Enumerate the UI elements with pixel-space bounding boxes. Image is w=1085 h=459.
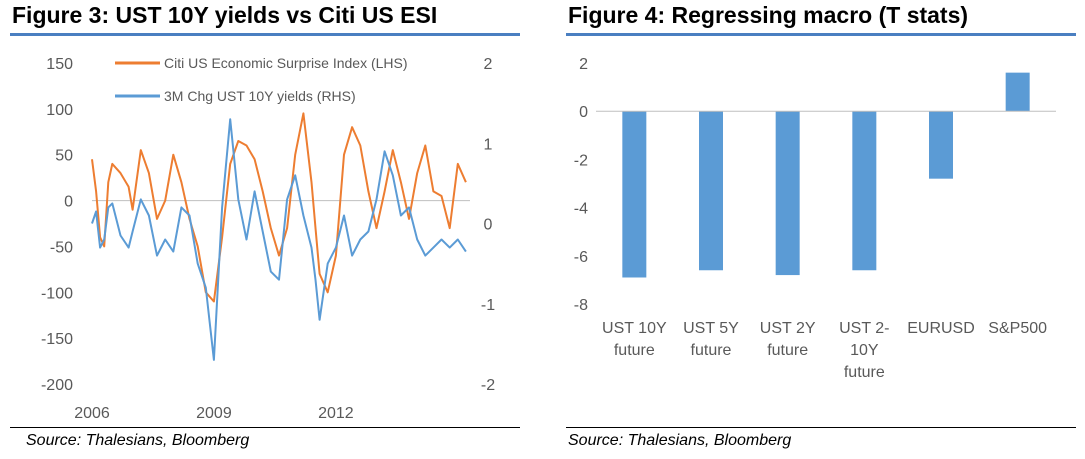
legend-label-yields: 3M Chg UST 10Y yields (RHS) bbox=[164, 88, 356, 104]
y-tick-label: -4 bbox=[574, 201, 588, 218]
x-category-label: EURUSD bbox=[907, 320, 975, 337]
figure-3-source: Source: Thalesians, Bloomberg bbox=[26, 432, 250, 449]
y-left-tick-label: -50 bbox=[50, 239, 73, 256]
y-left-tick-label: -100 bbox=[41, 285, 73, 302]
x-category-label-line: future bbox=[844, 364, 885, 381]
x-category-label: S&P500 bbox=[988, 320, 1047, 337]
y-left-tick-label: 0 bbox=[64, 194, 73, 211]
bar bbox=[622, 111, 647, 278]
y-right-tick-label: 0 bbox=[484, 217, 493, 234]
figure-3-title-rule bbox=[10, 33, 520, 36]
x-tick-label: 2006 bbox=[74, 405, 110, 422]
y-right-tick-label: 2 bbox=[484, 56, 493, 73]
esi-series-line bbox=[91, 112, 467, 303]
x-category-label: UST 2Y future bbox=[760, 320, 816, 359]
bar bbox=[929, 111, 953, 179]
figure-3-panel: Figure 3: UST 10Y yields vs Citi US ESI … bbox=[0, 0, 530, 459]
y-left-tick-label: -200 bbox=[41, 377, 73, 394]
figure-3-title: Figure 3: UST 10Y yields vs Citi US ESI bbox=[12, 2, 438, 28]
figure-4-title: Figure 4: Regressing macro (T stats) bbox=[568, 2, 969, 28]
x-category-label: UST 5Y future bbox=[683, 320, 739, 359]
x-category-label-line: future bbox=[691, 342, 732, 359]
figure-3-source-rule bbox=[10, 427, 520, 428]
y-right-tick-label: -2 bbox=[481, 377, 495, 394]
yields-series-line bbox=[91, 118, 467, 361]
x-category-label-line: S&P500 bbox=[988, 320, 1047, 337]
x-tick-label: 2012 bbox=[318, 405, 354, 422]
y-right-tick-label: 1 bbox=[484, 136, 493, 153]
line-chart: 150 100 50 0 -50 -100 -150 -200 2 1 0 -1 -2 2006 2009 2… bbox=[41, 55, 495, 422]
y-left-tick-label: 100 bbox=[46, 102, 73, 119]
figure-4-source-rule bbox=[566, 427, 1076, 428]
figure-4-panel: Figure 4: Regressing macro (T stats) 2 0 -… bbox=[556, 0, 1085, 459]
x-category-label-line: future bbox=[767, 342, 808, 359]
y-tick-label: -8 bbox=[574, 297, 588, 314]
x-category-label-line: UST 5Y bbox=[683, 320, 739, 337]
x-category-label-line: future bbox=[614, 342, 655, 359]
x-category-label-line: UST 2- bbox=[839, 320, 889, 337]
x-category-label-line: EURUSD bbox=[907, 320, 975, 337]
x-category-label-line: UST 2Y bbox=[760, 320, 816, 337]
legend-label-esi: Citi US Economic Surprise Index (LHS) bbox=[164, 55, 408, 71]
figure-4-source: Source: Thalesians, Bloomberg bbox=[568, 432, 792, 449]
y-left-tick-label: 150 bbox=[46, 56, 73, 73]
y-right-tick-label: -1 bbox=[481, 297, 495, 314]
y-left-tick-label: -150 bbox=[41, 331, 73, 348]
y-left-tick-label: 50 bbox=[55, 148, 73, 165]
x-tick-label: 2009 bbox=[196, 405, 232, 422]
figure-4-title-rule bbox=[566, 33, 1076, 36]
bar bbox=[1005, 72, 1030, 112]
y-tick-label: 2 bbox=[579, 56, 588, 73]
y-tick-label: 0 bbox=[579, 104, 588, 121]
x-category-label: UST 10Y future bbox=[602, 320, 667, 359]
x-category-label-line: UST 10Y bbox=[602, 320, 667, 337]
y-tick-label: -6 bbox=[574, 249, 588, 266]
bar bbox=[699, 111, 723, 271]
y-tick-label: -2 bbox=[574, 152, 588, 169]
bar bbox=[852, 111, 877, 271]
x-category-label: UST 2- 10Y future bbox=[839, 320, 889, 381]
bar bbox=[775, 111, 800, 276]
x-category-label-line: 10Y bbox=[850, 342, 879, 359]
